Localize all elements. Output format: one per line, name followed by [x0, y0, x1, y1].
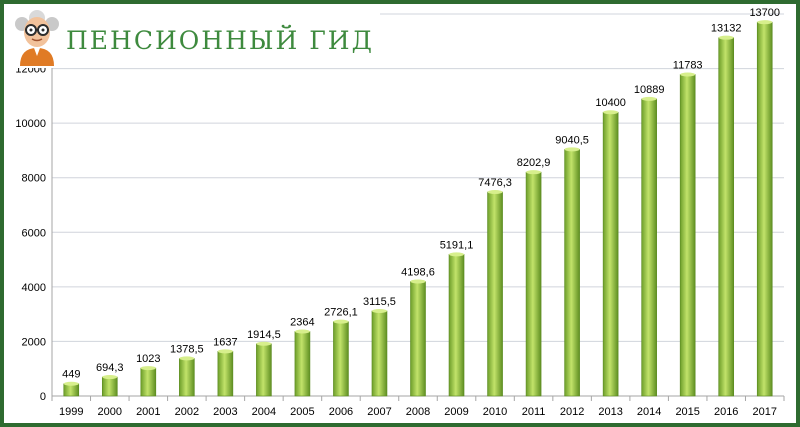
bar [333, 321, 349, 397]
data-label: 449 [62, 369, 80, 381]
bar-cap [256, 341, 272, 346]
bar-cap [641, 96, 657, 101]
data-label: 7476,3 [478, 177, 512, 189]
bar-cap [102, 375, 118, 380]
bar-cap [757, 20, 773, 25]
bar-cap [294, 329, 310, 334]
x-tick-label: 2006 [329, 406, 353, 418]
data-label: 1378,5 [170, 343, 204, 355]
bar [410, 281, 426, 397]
y-tick-label: 0 [40, 391, 46, 403]
x-tick-label: 2008 [406, 406, 430, 418]
x-tick-label: 2004 [252, 406, 276, 418]
data-label: 10889 [634, 84, 665, 96]
data-label: 10400 [595, 97, 626, 109]
bar-cap [603, 110, 619, 115]
x-tick-label: 2011 [522, 406, 546, 418]
data-label: 11783 [673, 59, 703, 71]
data-label: 13132 [711, 23, 742, 35]
x-tick-label: 2012 [560, 406, 584, 418]
data-label: 1637 [213, 336, 237, 348]
bar-cap [179, 356, 195, 361]
y-tick-label: 6000 [22, 227, 46, 239]
data-labels: 449 694,3 1023 1378,5 1637 1914,5 2364 2726,1 31… [62, 7, 780, 381]
x-tick-label: 2015 [675, 406, 699, 418]
x-tick-label: 2016 [714, 406, 738, 418]
data-label: 1023 [136, 353, 160, 365]
bar-cap [63, 381, 79, 386]
x-tick-label: 2009 [444, 406, 468, 418]
x-tick-label: 2013 [598, 406, 622, 418]
y-tick-label: 4000 [22, 282, 46, 294]
data-label: 9040,5 [555, 134, 589, 146]
bar [564, 149, 580, 397]
x-tick-label: 2005 [290, 406, 314, 418]
bars [63, 20, 773, 397]
y-tick-label: 2000 [22, 336, 46, 348]
data-label: 4198,6 [401, 266, 435, 278]
data-label: 2364 [290, 316, 314, 328]
bar [179, 358, 195, 397]
x-tick-label: 2010 [483, 406, 507, 418]
bar-cap [487, 190, 503, 195]
bar [602, 111, 619, 397]
y-tick-labels: 02000400060008000100001200014000 [15, 9, 46, 403]
bar [371, 310, 388, 397]
bar [525, 171, 542, 397]
bar-cap [217, 349, 233, 354]
bar [448, 254, 465, 397]
bar-cap [526, 170, 542, 175]
x-tick-label: 1999 [59, 406, 83, 418]
bar [217, 351, 234, 397]
data-label: 2726,1 [324, 307, 358, 319]
data-label: 1914,5 [247, 329, 281, 341]
bar [679, 74, 696, 397]
bar-cap [680, 72, 696, 77]
bar [487, 191, 503, 397]
y-tick-label: 8000 [22, 173, 46, 185]
bar [101, 376, 118, 397]
data-label: 3115,5 [363, 296, 396, 308]
x-tick-label: 2000 [98, 406, 122, 418]
data-label: 694,3 [96, 362, 124, 374]
bar-cap [410, 279, 426, 284]
data-label: 5191,1 [440, 239, 474, 251]
bar-cap [449, 252, 465, 257]
data-label: 8202,9 [517, 157, 551, 169]
brand-logo: ПЕНСИОННЫЙ ГИД [14, 8, 380, 68]
x-tick-label: 2017 [752, 406, 776, 418]
bar-cap [371, 308, 387, 313]
y-tick-label: 10000 [15, 118, 46, 130]
bar-cap [140, 366, 156, 371]
bar [641, 98, 657, 397]
bar-cap [718, 35, 734, 40]
gridlines [52, 13, 784, 342]
x-tick-label: 2002 [175, 406, 199, 418]
x-tick-label: 2007 [367, 406, 391, 418]
bar-cap [333, 319, 349, 324]
bar [140, 367, 157, 397]
bar [718, 37, 735, 397]
bar [756, 21, 773, 397]
bar [256, 343, 272, 397]
bar [294, 331, 311, 397]
x-tick-labels: 1999 2000 2001 2002 2003 2004 2005 2006 2007 2008… [59, 406, 777, 418]
x-tick-label: 2003 [213, 406, 237, 418]
x-tick-label: 2014 [637, 406, 661, 418]
data-label: 13700 [749, 7, 780, 19]
brand-name: ПЕНСИОННЫЙ ГИД [66, 25, 374, 55]
x-tick-label: 2001 [136, 406, 160, 418]
bar-cap [564, 147, 580, 152]
elderly-man-with-glasses-icon [15, 10, 59, 66]
